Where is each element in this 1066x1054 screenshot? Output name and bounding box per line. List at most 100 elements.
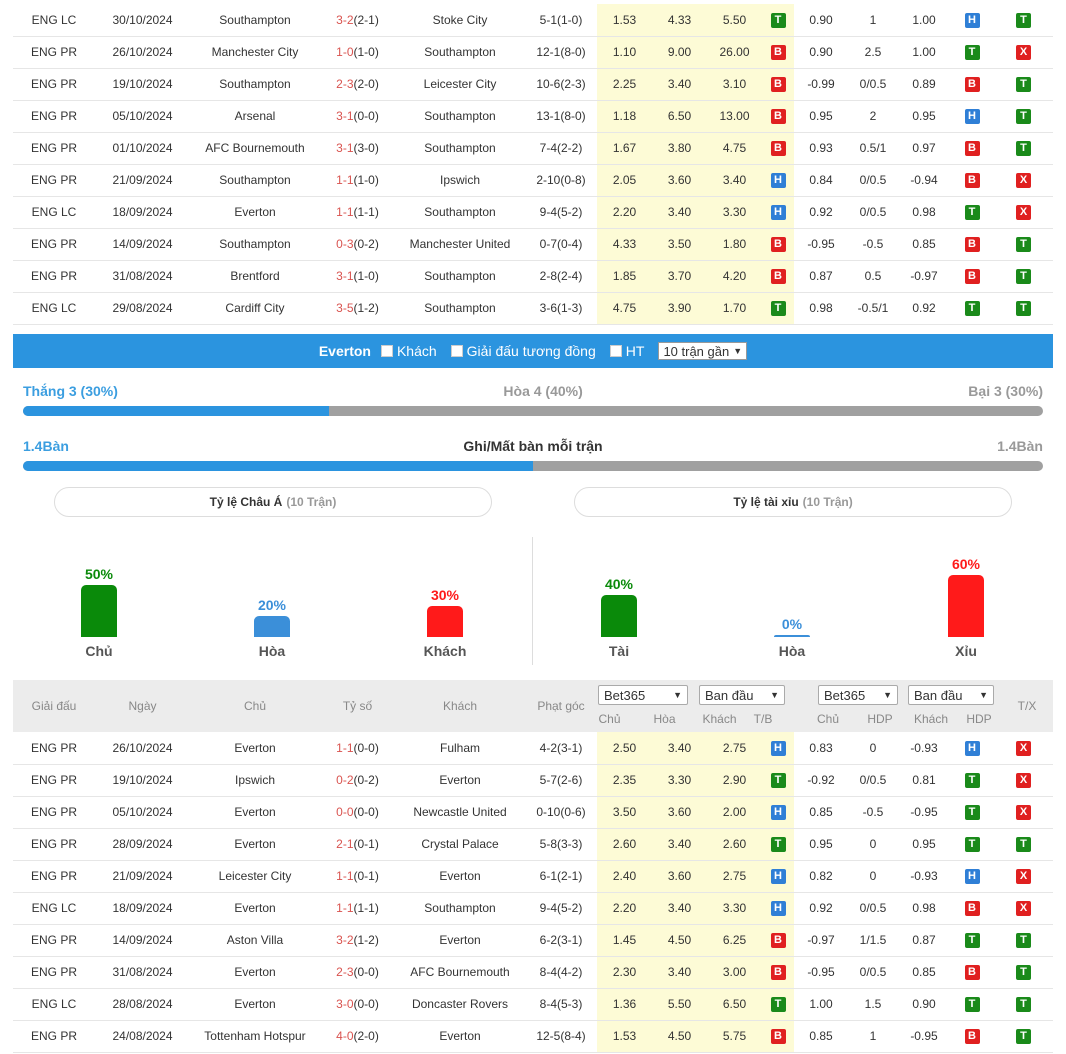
- table-row[interactable]: ENG LC 28/08/2024 Everton 3-0(0-0) Doncaster…: [13, 988, 1053, 1021]
- score-cell[interactable]: 3-2(2-1): [320, 4, 395, 37]
- home-team-cell[interactable]: Everton: [190, 732, 320, 765]
- table-row[interactable]: ENG PR 24/08/2024 Tottenham Hotspur 4-0(2-0…: [13, 1020, 1053, 1053]
- score-cell[interactable]: 0-2(0-2): [320, 764, 395, 797]
- away-checkbox[interactable]: [380, 345, 393, 357]
- score-cell[interactable]: 0-0(0-0): [320, 796, 395, 829]
- table-row[interactable]: ENG LC 30/10/2024 Southampton 3-2(2-1) Stoke…: [13, 4, 1053, 37]
- home-team-cell[interactable]: Cardiff City: [190, 292, 320, 325]
- home-team-cell[interactable]: Brentford: [190, 260, 320, 293]
- ht-checkbox[interactable]: [609, 345, 622, 357]
- league-cell[interactable]: ENG PR: [13, 36, 95, 69]
- league-cell[interactable]: ENG PR: [13, 956, 95, 989]
- home-team-cell[interactable]: Southampton: [190, 4, 320, 37]
- away-team-cell[interactable]: Southampton: [395, 36, 525, 69]
- away-team-cell[interactable]: Fulham: [395, 732, 525, 765]
- recent-matches-select[interactable]: 10 trận gần ▼: [658, 342, 748, 360]
- score-cell[interactable]: 3-1(3-0): [320, 132, 395, 165]
- table-row[interactable]: ENG PR 19/10/2024 Southampton 2-3(2-0) Leice…: [13, 68, 1053, 101]
- same-league-checkbox[interactable]: [450, 345, 463, 357]
- home-team-cell[interactable]: Everton: [190, 196, 320, 229]
- away-team-cell[interactable]: Crystal Palace: [395, 828, 525, 861]
- table-row[interactable]: ENG LC 29/08/2024 Cardiff City 3-5(1-2) Sout…: [13, 292, 1053, 325]
- away-team-cell[interactable]: Stoke City: [395, 4, 525, 37]
- score-cell[interactable]: 2-1(0-1): [320, 828, 395, 861]
- score-cell[interactable]: 4-0(2-0): [320, 1020, 395, 1053]
- league-cell[interactable]: ENG PR: [13, 764, 95, 797]
- league-cell[interactable]: ENG LC: [13, 892, 95, 925]
- initial-select-1[interactable]: Ban đầu ▼: [699, 685, 785, 705]
- home-team-cell[interactable]: Ipswich: [190, 764, 320, 797]
- home-team-cell[interactable]: Tottenham Hotspur: [190, 1020, 320, 1053]
- asian-handicap-pill[interactable]: Tỷ lệ Châu Á (10 Trận): [54, 487, 492, 517]
- away-team-cell[interactable]: Everton: [395, 860, 525, 893]
- score-cell[interactable]: 2-3(0-0): [320, 956, 395, 989]
- table-row[interactable]: ENG PR 26/10/2024 Manchester City 1-0(1-0) S…: [13, 36, 1053, 69]
- away-team-cell[interactable]: Southampton: [395, 892, 525, 925]
- ht-filter[interactable]: HT: [609, 343, 644, 359]
- league-cell[interactable]: ENG PR: [13, 260, 95, 293]
- same-league-filter[interactable]: Giải đấu tương đồng: [450, 343, 596, 359]
- away-team-cell[interactable]: Newcastle United: [395, 796, 525, 829]
- away-filter[interactable]: Khách: [380, 343, 437, 359]
- table-row[interactable]: ENG PR 31/08/2024 Everton 2-3(0-0) AFC Bourn…: [13, 956, 1053, 989]
- score-cell[interactable]: 3-1(0-0): [320, 100, 395, 133]
- table-row[interactable]: ENG PR 14/09/2024 Aston Villa 3-2(1-2) Evert…: [13, 924, 1053, 957]
- table-row[interactable]: ENG PR 05/10/2024 Everton 0-0(0-0) Newcastle…: [13, 796, 1053, 829]
- away-team-cell[interactable]: Everton: [395, 764, 525, 797]
- home-team-cell[interactable]: Everton: [190, 796, 320, 829]
- away-team-cell[interactable]: AFC Bournemouth: [395, 956, 525, 989]
- score-cell[interactable]: 1-1(1-0): [320, 164, 395, 197]
- league-cell[interactable]: ENG PR: [13, 796, 95, 829]
- score-cell[interactable]: 2-3(2-0): [320, 68, 395, 101]
- bookmaker-select-2[interactable]: Bet365 ▼: [818, 685, 898, 705]
- league-cell[interactable]: ENG LC: [13, 988, 95, 1021]
- league-cell[interactable]: ENG LC: [13, 196, 95, 229]
- league-cell[interactable]: ENG PR: [13, 164, 95, 197]
- table-row[interactable]: ENG PR 19/10/2024 Ipswich 0-2(0-2) Everton 5-…: [13, 764, 1053, 797]
- table-row[interactable]: ENG PR 14/09/2024 Southampton 0-3(0-2) Manch…: [13, 228, 1053, 261]
- score-cell[interactable]: 0-3(0-2): [320, 228, 395, 261]
- away-team-cell[interactable]: Southampton: [395, 100, 525, 133]
- league-cell[interactable]: ENG PR: [13, 228, 95, 261]
- away-team-cell[interactable]: Southampton: [395, 260, 525, 293]
- league-cell[interactable]: ENG LC: [13, 292, 95, 325]
- league-cell[interactable]: ENG PR: [13, 860, 95, 893]
- home-team-cell[interactable]: Everton: [190, 828, 320, 861]
- league-cell[interactable]: ENG LC: [13, 4, 95, 37]
- initial-select-2[interactable]: Ban đầu ▼: [908, 685, 994, 705]
- home-team-cell[interactable]: Everton: [190, 892, 320, 925]
- score-cell[interactable]: 1-1(1-1): [320, 892, 395, 925]
- table-row[interactable]: ENG PR 21/09/2024 Leicester City 1-1(0-1) Ev…: [13, 860, 1053, 893]
- league-cell[interactable]: ENG PR: [13, 924, 95, 957]
- away-team-cell[interactable]: Southampton: [395, 132, 525, 165]
- home-team-cell[interactable]: Southampton: [190, 68, 320, 101]
- table-row[interactable]: ENG PR 21/09/2024 Southampton 1-1(1-0) Ipswi…: [13, 164, 1053, 197]
- over-under-pill[interactable]: Tỷ lệ tài xỉu (10 Trận): [574, 487, 1012, 517]
- league-cell[interactable]: ENG PR: [13, 828, 95, 861]
- away-team-cell[interactable]: Everton: [395, 924, 525, 957]
- home-team-cell[interactable]: Aston Villa: [190, 924, 320, 957]
- home-team-cell[interactable]: Everton: [190, 988, 320, 1021]
- table-row[interactable]: ENG PR 05/10/2024 Arsenal 3-1(0-0) Southampt…: [13, 100, 1053, 133]
- score-cell[interactable]: 3-2(1-2): [320, 924, 395, 957]
- league-cell[interactable]: ENG PR: [13, 1020, 95, 1053]
- score-cell[interactable]: 1-1(0-0): [320, 732, 395, 765]
- table-row[interactable]: ENG PR 01/10/2024 AFC Bournemouth 3-1(3-0) S…: [13, 132, 1053, 165]
- table-row[interactable]: ENG LC 18/09/2024 Everton 1-1(1-1) Southampt…: [13, 196, 1053, 229]
- score-cell[interactable]: 3-0(0-0): [320, 988, 395, 1021]
- home-team-cell[interactable]: Manchester City: [190, 36, 320, 69]
- away-team-cell[interactable]: Southampton: [395, 196, 525, 229]
- table-row[interactable]: ENG LC 18/09/2024 Everton 1-1(1-1) Southampt…: [13, 892, 1053, 925]
- table-row[interactable]: ENG PR 31/08/2024 Brentford 3-1(1-0) Southam…: [13, 260, 1053, 293]
- away-team-cell[interactable]: Everton: [395, 1020, 525, 1053]
- bookmaker-select-1[interactable]: Bet365 ▼: [598, 685, 688, 705]
- score-cell[interactable]: 1-1(0-1): [320, 860, 395, 893]
- score-cell[interactable]: 1-1(1-1): [320, 196, 395, 229]
- home-team-cell[interactable]: AFC Bournemouth: [190, 132, 320, 165]
- away-team-cell[interactable]: Leicester City: [395, 68, 525, 101]
- score-cell[interactable]: 3-1(1-0): [320, 260, 395, 293]
- away-team-cell[interactable]: Manchester United: [395, 228, 525, 261]
- score-cell[interactable]: 3-5(1-2): [320, 292, 395, 325]
- table-row[interactable]: ENG PR 26/10/2024 Everton 1-1(0-0) Fulham 4-2…: [13, 732, 1053, 765]
- home-team-cell[interactable]: Arsenal: [190, 100, 320, 133]
